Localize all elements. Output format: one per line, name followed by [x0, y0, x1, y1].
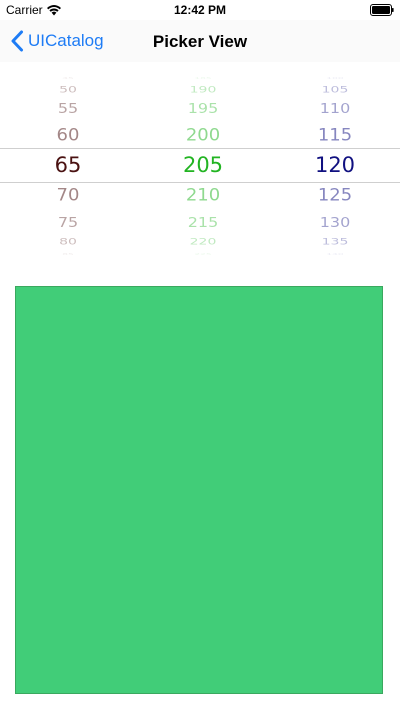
picker-selected-value[interactable]: 120 — [314, 153, 356, 178]
navigation-bar: UICatalog Picker View — [0, 20, 400, 63]
picker-value[interactable]: 130 — [319, 215, 351, 231]
wifi-icon — [47, 5, 61, 16]
back-button[interactable]: UICatalog — [10, 28, 104, 54]
picker-value[interactable]: 110 — [319, 101, 351, 117]
picker-value[interactable]: 100 — [326, 76, 344, 80]
selection-bottom-line — [0, 182, 400, 183]
picker-value[interactable]: 190 — [189, 84, 217, 95]
picker-value[interactable]: 200 — [185, 125, 221, 146]
picker-value[interactable]: 220 — [189, 236, 217, 247]
picker-column-red[interactable]: 45 50 55 60 65 70 75 80 85 — [8, 62, 128, 258]
status-bar: Carrier 12:42 PM — [0, 0, 400, 20]
chevron-left-icon — [11, 30, 23, 52]
picker-value[interactable]: 215 — [187, 215, 219, 231]
color-picker: 45 50 55 60 65 70 75 80 85 185 190 195 200 205 210 215… — [0, 62, 400, 258]
picker-selected-value[interactable]: 205 — [182, 153, 224, 178]
picker-value[interactable]: 75 — [57, 215, 79, 231]
carrier-label: Carrier — [6, 3, 43, 17]
page-title: Picker View — [152, 32, 248, 51]
picker-value[interactable]: 85 — [62, 252, 74, 256]
picker-selected-value[interactable]: 65 — [54, 153, 82, 178]
color-preview-swatch — [15, 286, 383, 694]
picker-value[interactable]: 60 — [56, 125, 80, 146]
picker-value[interactable]: 45 — [62, 76, 74, 80]
picker-value[interactable]: 185 — [194, 76, 212, 80]
picker-value[interactable]: 80 — [59, 236, 77, 247]
picker-value[interactable]: 55 — [57, 101, 79, 117]
back-button-label: UICatalog — [28, 31, 104, 50]
picker-value[interactable]: 135 — [321, 236, 349, 247]
picker-column-green[interactable]: 185 190 195 200 205 210 215 220 225 — [143, 62, 263, 258]
picker-value[interactable]: 105 — [321, 84, 349, 95]
picker-column-blue[interactable]: 100 105 110 115 120 125 130 135 140 — [275, 62, 395, 258]
picker-value[interactable]: 70 — [56, 185, 80, 206]
picker-value[interactable]: 50 — [59, 84, 77, 95]
selection-top-line — [0, 148, 400, 149]
picker-value[interactable]: 125 — [317, 185, 353, 206]
picker-value[interactable]: 140 — [326, 252, 344, 256]
picker-value[interactable]: 115 — [317, 125, 353, 146]
battery-icon — [370, 4, 394, 16]
picker-value[interactable]: 210 — [185, 185, 221, 206]
picker-value[interactable]: 195 — [187, 101, 219, 117]
picker-value[interactable]: 225 — [194, 252, 212, 256]
status-time: 12:42 PM — [173, 3, 227, 17]
